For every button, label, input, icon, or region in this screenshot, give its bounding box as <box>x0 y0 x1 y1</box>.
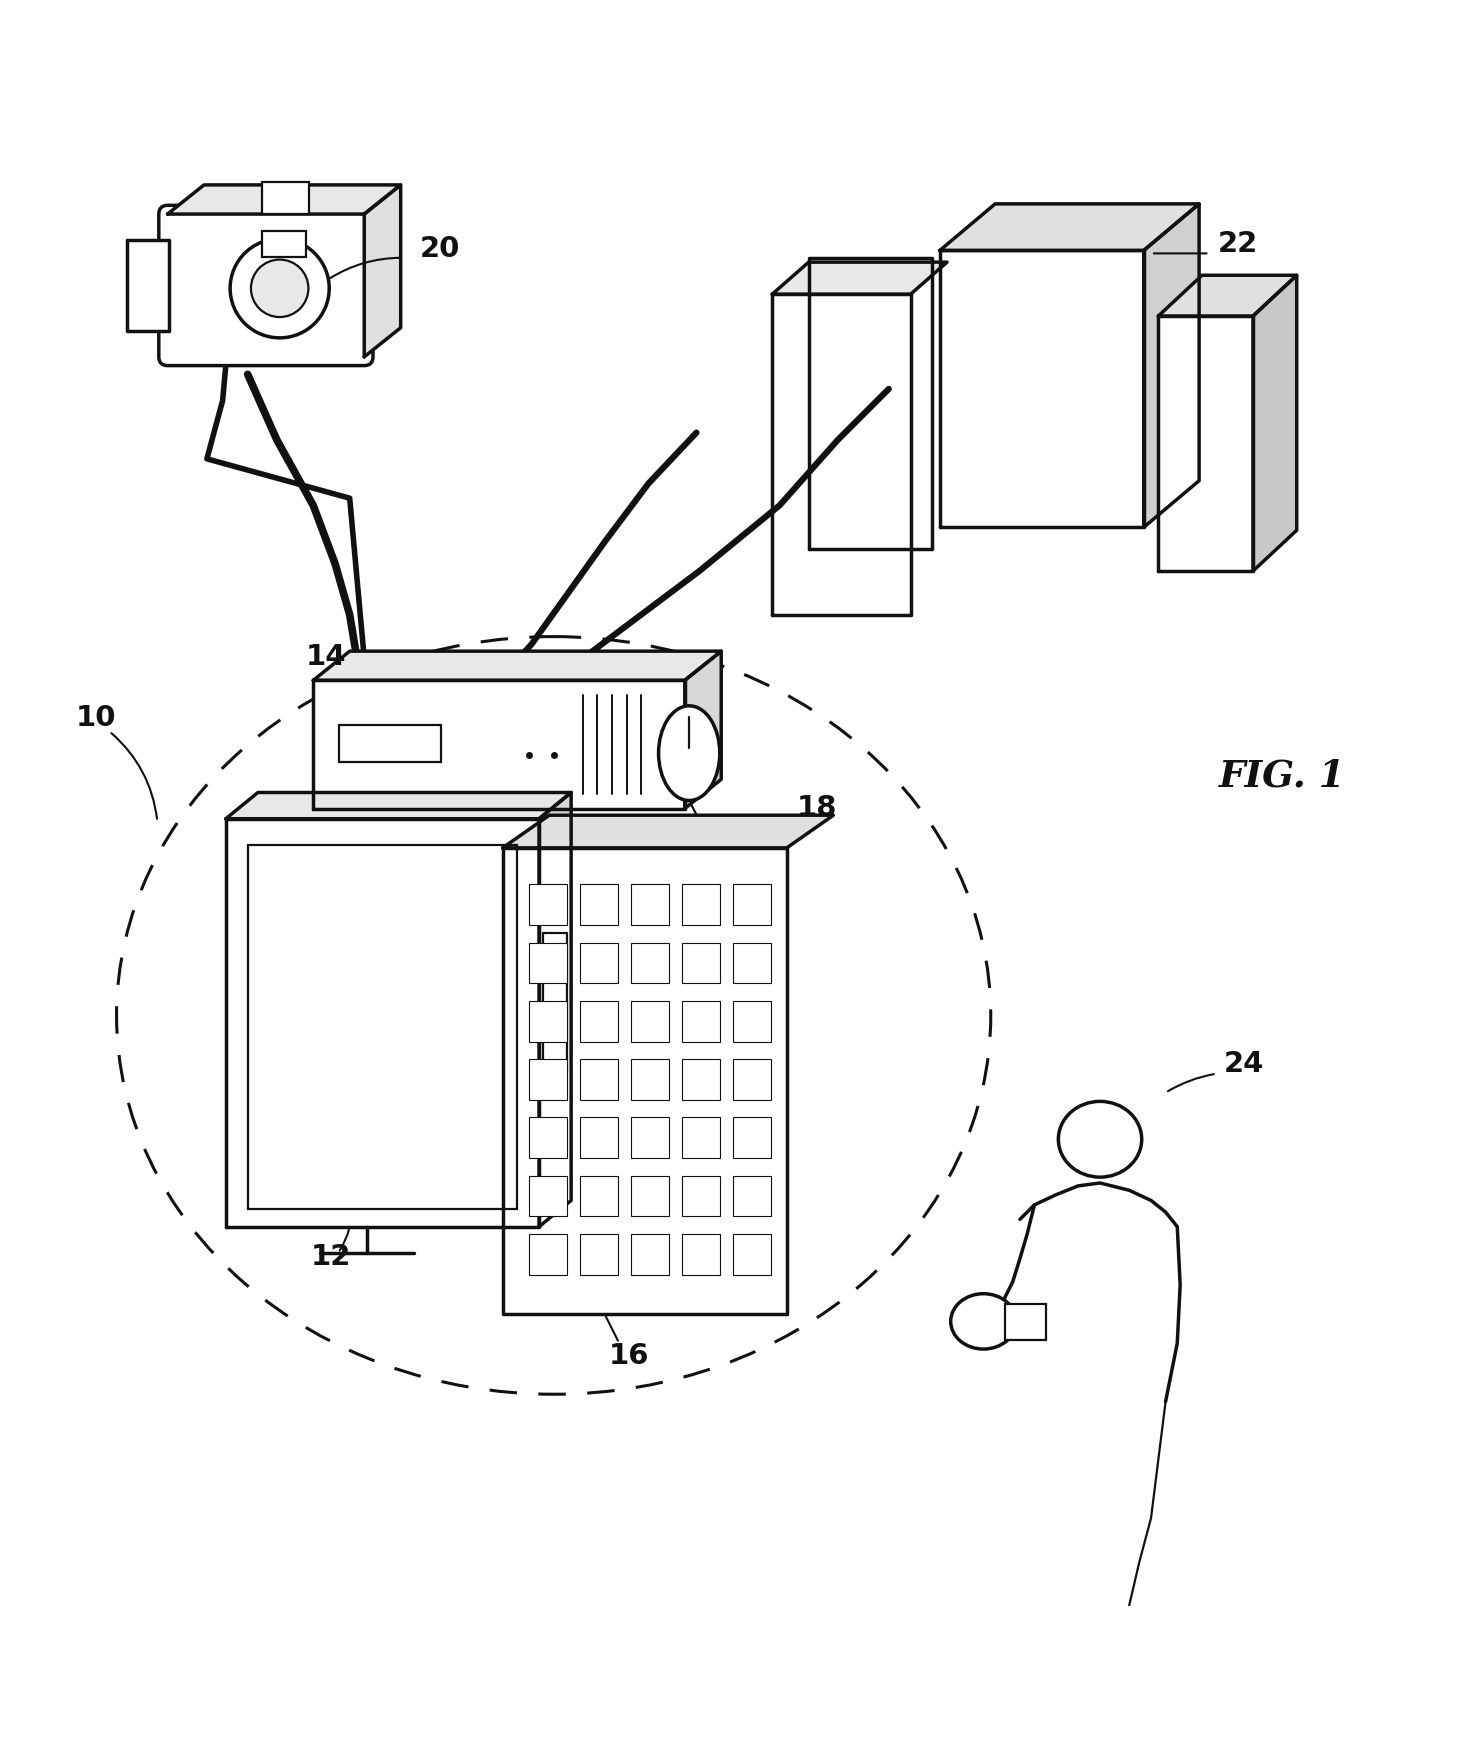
FancyBboxPatch shape <box>159 205 373 367</box>
Bar <box>682 1176 720 1216</box>
Bar <box>631 1002 669 1042</box>
Bar <box>248 846 517 1209</box>
Bar <box>733 1176 771 1216</box>
Bar <box>529 1176 567 1216</box>
Text: 12: 12 <box>310 1243 351 1271</box>
Polygon shape <box>1253 276 1297 572</box>
Text: 24: 24 <box>1224 1049 1265 1078</box>
Text: 16: 16 <box>609 1341 650 1369</box>
Polygon shape <box>364 186 401 358</box>
Bar <box>339 727 441 762</box>
Bar <box>631 1118 669 1158</box>
Bar <box>733 942 771 985</box>
Bar <box>682 1060 720 1100</box>
Bar <box>262 183 309 214</box>
Polygon shape <box>226 793 571 820</box>
Bar <box>529 942 567 985</box>
Bar <box>631 1060 669 1100</box>
Text: 22: 22 <box>1218 230 1259 258</box>
Polygon shape <box>1158 318 1253 572</box>
Bar <box>733 1060 771 1100</box>
Bar <box>733 1118 771 1158</box>
Polygon shape <box>313 651 721 681</box>
Bar <box>580 1060 618 1100</box>
Bar <box>580 1118 618 1158</box>
Bar <box>580 1234 618 1276</box>
Polygon shape <box>1158 276 1297 318</box>
Bar <box>682 1234 720 1276</box>
Polygon shape <box>503 848 787 1314</box>
Bar <box>262 232 306 258</box>
Polygon shape <box>539 793 571 1227</box>
Polygon shape <box>685 651 721 809</box>
Bar <box>580 942 618 985</box>
Bar <box>580 1002 618 1042</box>
Bar <box>1005 1304 1046 1341</box>
Polygon shape <box>503 816 833 848</box>
Bar <box>631 885 669 925</box>
Bar <box>682 1002 720 1042</box>
Ellipse shape <box>1058 1102 1142 1178</box>
Bar <box>682 885 720 925</box>
Polygon shape <box>772 263 947 295</box>
Bar <box>682 942 720 985</box>
Polygon shape <box>940 251 1144 528</box>
Bar <box>529 1234 567 1276</box>
Bar <box>733 1002 771 1042</box>
Polygon shape <box>127 240 169 332</box>
Polygon shape <box>1144 205 1199 528</box>
Bar <box>733 885 771 925</box>
Circle shape <box>230 240 329 339</box>
Polygon shape <box>313 681 685 809</box>
Bar <box>529 1060 567 1100</box>
Polygon shape <box>226 820 539 1227</box>
Polygon shape <box>940 205 1199 251</box>
Circle shape <box>251 260 309 318</box>
Bar <box>529 1002 567 1042</box>
Bar <box>529 1118 567 1158</box>
Ellipse shape <box>950 1293 1017 1350</box>
Bar <box>529 885 567 925</box>
Polygon shape <box>809 258 932 549</box>
Text: 18: 18 <box>797 793 838 821</box>
Polygon shape <box>772 295 911 616</box>
Bar <box>682 1118 720 1158</box>
Bar <box>580 885 618 925</box>
Text: 10: 10 <box>76 704 117 732</box>
Text: 14: 14 <box>306 642 347 670</box>
Bar <box>631 1176 669 1216</box>
Text: 20: 20 <box>420 235 460 263</box>
Bar <box>733 1234 771 1276</box>
Bar <box>631 1234 669 1276</box>
Bar <box>580 1176 618 1216</box>
Bar <box>543 934 567 1072</box>
Bar <box>631 942 669 985</box>
Polygon shape <box>168 186 401 214</box>
Text: FIG. 1: FIG. 1 <box>1218 756 1346 793</box>
Ellipse shape <box>659 707 720 800</box>
